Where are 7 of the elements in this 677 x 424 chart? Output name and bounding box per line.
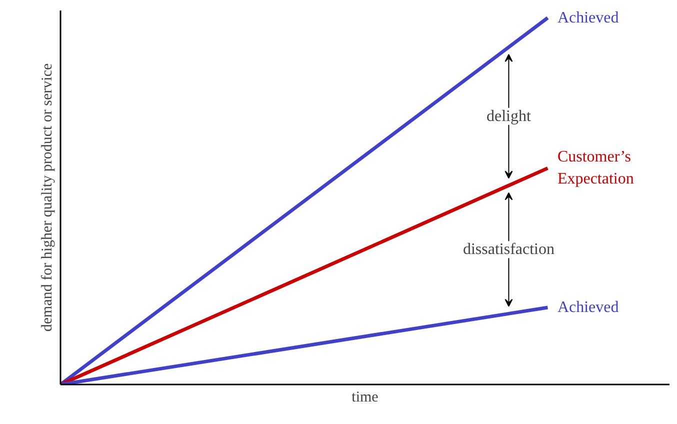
annotation: delight <box>486 108 532 125</box>
annotation: dissatisfaction <box>462 241 554 258</box>
y-axis-title: demand for higher quality product or service <box>40 63 56 332</box>
x-axis-title: time <box>352 390 379 406</box>
series-label: Achieved <box>557 299 619 316</box>
series-label: Customer’s Expectation <box>557 148 634 188</box>
series-label: Achieved <box>557 9 619 26</box>
